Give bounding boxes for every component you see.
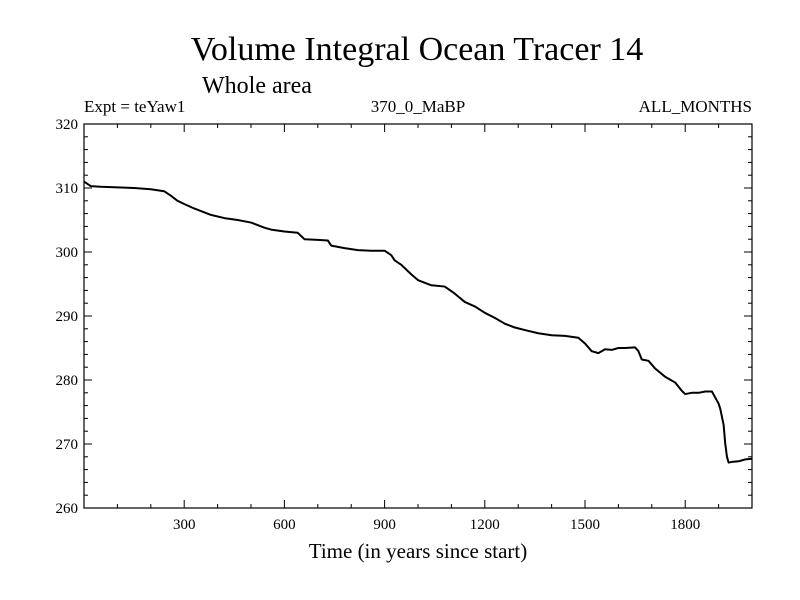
x-tick-label: 300 (173, 517, 196, 533)
y-tick-label: 270 (56, 437, 79, 453)
y-tick-label: 290 (56, 309, 79, 325)
y-tick-label: 320 (56, 117, 79, 133)
x-tick-label: 600 (273, 517, 296, 533)
x-tick-label: 900 (373, 517, 396, 533)
months-label: ALL_MONTHS (639, 97, 752, 116)
x-tick-label: 1200 (470, 517, 500, 533)
x-tick-label: 1500 (570, 517, 600, 533)
x-axis-ticks (116, 124, 720, 508)
x-tick-label: 1800 (670, 517, 700, 533)
tracer-series-line (83, 180, 753, 464)
x-axis-tick-labels: 300 600 900 1200 1500 1800 (173, 517, 700, 533)
y-tick-label: 260 (56, 501, 79, 517)
period-label: 370_0_MaBP (371, 97, 465, 116)
chart-subtitle: Whole area (202, 73, 312, 99)
y-axis-tick-labels: 260 270 280 290 300 310 320 (56, 117, 79, 517)
x-axis-label: Time (in years since start) (309, 539, 528, 563)
chart-title: Volume Integral Ocean Tracer 14 (191, 31, 644, 68)
experiment-label: Expt = teYaw1 (84, 97, 185, 116)
y-tick-label: 310 (56, 181, 79, 197)
y-axis-ticks (84, 123, 752, 509)
y-tick-label: 280 (56, 373, 79, 389)
y-tick-label: 300 (56, 245, 79, 261)
